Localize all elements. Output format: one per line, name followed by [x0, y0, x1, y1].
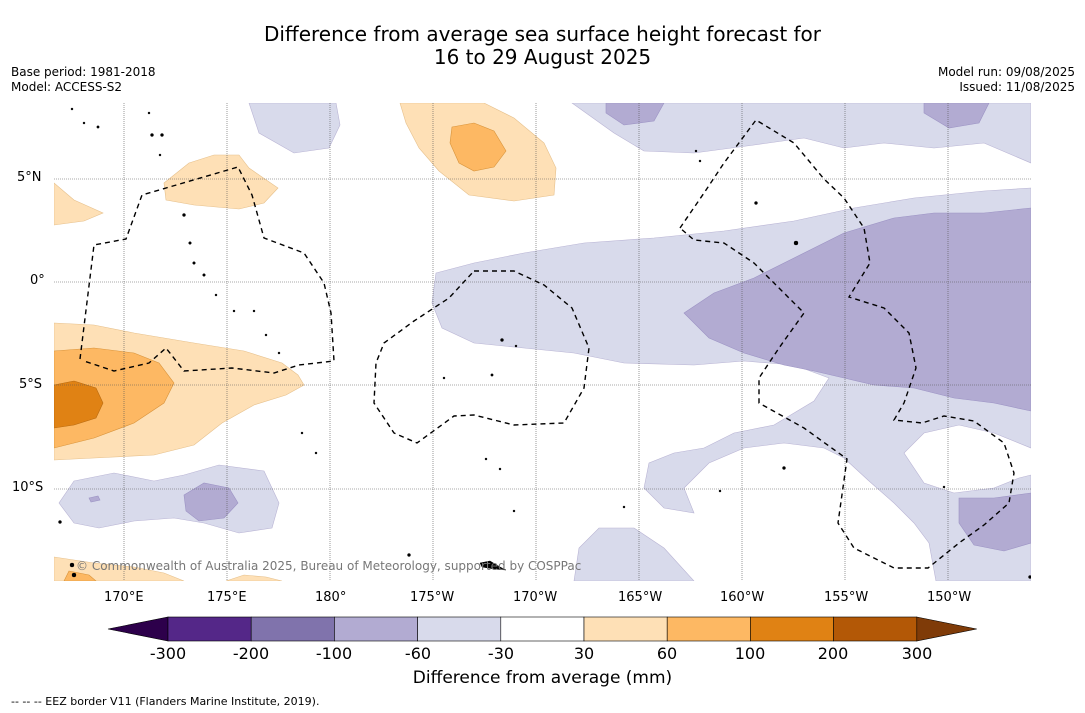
map-title-line1: Difference from average sea surface heig…: [263, 22, 822, 46]
lon-label-155w: 155°W: [824, 590, 869, 605]
lon-label-170e: 170°E: [104, 590, 144, 605]
colorbar-extend-low: [107, 616, 169, 642]
colorbar-label: 100: [734, 644, 766, 663]
positive-anomaly-medium: [54, 122, 507, 581]
colorbar-segment: [583, 616, 668, 642]
model-name: Model: ACCESS-S2: [11, 80, 123, 94]
lat-label-5s: 5°S: [19, 377, 43, 392]
colorbar-label: -60: [404, 644, 432, 663]
colorbar-segment: [417, 616, 502, 642]
colorbar-extend-high: [916, 616, 977, 642]
positive-anomaly-strong: [54, 380, 104, 429]
colorbar-label: -300: [149, 644, 187, 663]
colorbar-segment: [250, 616, 335, 642]
colorbar-title: Difference from average (mm): [412, 668, 673, 688]
colorbar: [107, 616, 977, 642]
lat-label-0: 0°: [30, 273, 45, 288]
colorbar-segment: [334, 616, 418, 642]
colorbar-label: 300: [901, 644, 933, 663]
colorbar-label: -100: [315, 644, 353, 663]
lon-label-165w: 165°W: [618, 590, 663, 605]
sea-height-map: © Commonwealth of Australia 2025, Bureau…: [54, 103, 1031, 581]
colorbar-label: 60: [656, 644, 678, 663]
colorbar-segment: [500, 616, 585, 642]
lat-label-5n: 5°N: [17, 170, 42, 185]
lon-label-175e: 175°E: [207, 590, 247, 605]
colorbar-label: -200: [232, 644, 270, 663]
graticule: [54, 103, 1031, 581]
map-title-line2: 16 to 29 August 2025: [433, 45, 652, 69]
lon-label-180: 180°: [315, 590, 347, 605]
colorbar-label: 200: [817, 644, 849, 663]
eez-border: [79, 119, 1015, 569]
lon-label-150w: 150°W: [927, 590, 972, 605]
colorbar-segment: [666, 616, 751, 642]
colorbar-label: 30: [573, 644, 595, 663]
base-period: Base period: 1981-2018: [11, 65, 156, 79]
colorbar-label: -30: [487, 644, 515, 663]
colorbar-segment: [833, 616, 918, 642]
issued-date: Issued: 11/08/2025: [959, 80, 1075, 94]
lon-label-175w: 175°W: [410, 590, 455, 605]
lon-label-160w: 160°W: [720, 590, 765, 605]
islands: [58, 107, 1031, 579]
colorbar-segment: [167, 616, 252, 642]
colorbar-segment: [750, 616, 834, 642]
lat-label-10s: 10°S: [12, 480, 44, 495]
lon-label-170w: 170°W: [513, 590, 558, 605]
model-run: Model run: 09/08/2025: [937, 65, 1075, 79]
eez-legend: -- -- -- EEZ border V11 (Flanders Marine…: [11, 695, 320, 708]
map-copyright: © Commonwealth of Australia 2025, Bureau…: [76, 559, 581, 573]
